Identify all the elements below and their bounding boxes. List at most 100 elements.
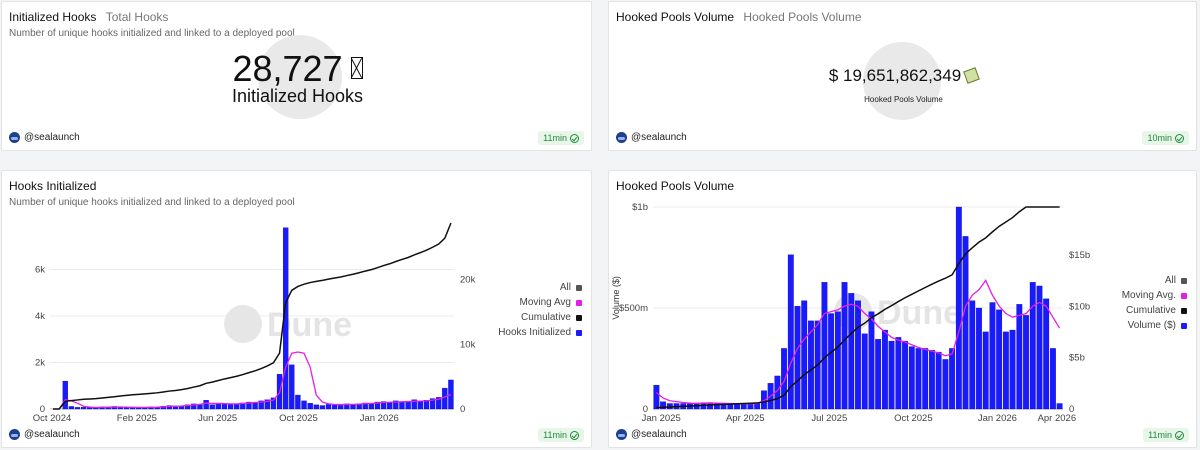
refresh-time: 11min (543, 133, 567, 143)
legend-item[interactable]: Volume ($) (1122, 318, 1187, 333)
author-link[interactable]: @sealaunch (616, 429, 687, 440)
legend-item[interactable]: All (498, 280, 582, 295)
card-header: Hooked Pools Volume Hooked Pools Volume (616, 10, 862, 24)
legend-item[interactable]: Hooks Initialized (498, 325, 582, 340)
bar (338, 405, 344, 410)
counter-value: $ 19,651,862,349 (828, 66, 962, 85)
legend-item[interactable]: Moving Avg. (1122, 288, 1187, 303)
legend-item[interactable]: Moving Avg (498, 295, 582, 310)
bar (1016, 304, 1023, 410)
bar (185, 404, 191, 410)
cumulative-line (53, 222, 452, 410)
initialized-hooks-card: Initialized Hooks Total Hooks Number of … (1, 1, 592, 151)
hooked-pools-volume-chart-card: Hooked Pools Volume 0 $500m $1b 0 $5b $10b $15… (608, 170, 1197, 448)
bar (949, 348, 956, 410)
legend-label: Hooks Initialized (498, 327, 571, 338)
bar (787, 254, 794, 410)
bar (1002, 331, 1009, 410)
legend-label: Cumulative (520, 312, 571, 323)
y-axis-title: Volume ($) (611, 276, 621, 320)
legend-swatch (1181, 307, 1187, 314)
refresh-time: 10min (1147, 133, 1172, 143)
bar (908, 346, 915, 410)
bar (734, 404, 740, 410)
bar (760, 390, 767, 410)
author-link[interactable]: @sealaunch (616, 132, 687, 143)
legend-label: Moving Avg. (1121, 290, 1176, 301)
author-name: @sealaunch (24, 429, 80, 440)
x-tick-label: Apr 2026 (1038, 413, 1077, 424)
y-right-tick-label: 0 (460, 404, 465, 415)
card-subtitle: Hooked Pools Volume (743, 10, 862, 24)
bar (350, 404, 356, 410)
bar (808, 320, 814, 410)
bar (417, 400, 423, 410)
bar (325, 404, 332, 410)
card-title[interactable]: Initialized Hooks (9, 10, 97, 24)
bar (996, 309, 1003, 410)
bar (868, 311, 875, 410)
y-left-tick-label: $1b (632, 202, 648, 213)
legend-item[interactable]: All (1122, 273, 1187, 288)
refresh-badge[interactable]: 10min (1142, 131, 1189, 145)
check-circle-icon (570, 133, 579, 143)
bar (942, 359, 949, 410)
legend-swatch (576, 329, 582, 336)
legend-swatch (1181, 277, 1187, 284)
legend-swatch (576, 314, 582, 321)
counter-value-row: $ 19,651,862,349 (609, 66, 1196, 86)
legend-label: All (1164, 275, 1176, 286)
bar (313, 404, 319, 410)
legend-swatch (576, 299, 582, 306)
bar (362, 402, 368, 410)
dune-watermark: Dune (267, 306, 352, 344)
author-name: @sealaunch (631, 132, 687, 143)
bar (68, 406, 75, 410)
author-link[interactable]: @sealaunch (9, 132, 80, 143)
avatar (9, 429, 20, 440)
card-subtitle: Total Hooks (105, 10, 169, 24)
bar (660, 401, 666, 410)
chart-legend: All Moving Avg. Cumulative Volume ($) (1122, 273, 1187, 333)
refresh-badge[interactable]: 11min (1143, 428, 1189, 442)
bar (922, 348, 929, 410)
card-header: Initialized Hooks Total Hooks (9, 10, 168, 24)
bar (319, 405, 326, 410)
dune-logo-icon (224, 305, 262, 343)
bar (1056, 403, 1063, 410)
avatar (616, 429, 627, 440)
bar (828, 313, 835, 410)
refresh-badge[interactable]: 11min (538, 131, 584, 145)
bar (781, 348, 787, 410)
bar (436, 397, 442, 410)
money-icon (963, 67, 981, 84)
bar (331, 404, 338, 410)
y-left-tick-label: 4k (35, 311, 45, 322)
y-left-tick-label: 0 (643, 404, 648, 415)
legend-item[interactable]: Cumulative (498, 310, 582, 325)
bar (429, 398, 436, 410)
bar (1029, 282, 1036, 410)
legend-item[interactable]: Cumulative (1122, 303, 1187, 318)
refresh-time: 11min (1148, 430, 1172, 440)
card-title[interactable]: Hooks Initialized (9, 179, 97, 193)
bar (374, 401, 381, 410)
bar (888, 340, 895, 410)
bar (246, 401, 252, 410)
bar (740, 404, 747, 410)
bar (935, 351, 942, 410)
bar (252, 402, 258, 410)
bar (307, 403, 313, 410)
card-title[interactable]: Hooked Pools Volume (616, 10, 735, 24)
bar (172, 406, 179, 410)
card-title[interactable]: Hooked Pools Volume (616, 179, 735, 193)
x-tick-label: Jul 2025 (811, 413, 847, 424)
author-link[interactable]: @sealaunch (9, 429, 80, 440)
dune-watermark-circle (258, 35, 342, 119)
bar (411, 399, 417, 410)
counter-value-row: 28,727 (2, 48, 591, 90)
refresh-badge[interactable]: 11min (538, 428, 584, 442)
legend-label: Moving Avg (519, 297, 571, 308)
x-tick-label: Jun 2025 (198, 413, 237, 424)
hooked-pools-volume-chart: 0 $500m $1b 0 $5b $10b $15b Jan 2025 Apr 2025 Jul… (611, 202, 1090, 424)
